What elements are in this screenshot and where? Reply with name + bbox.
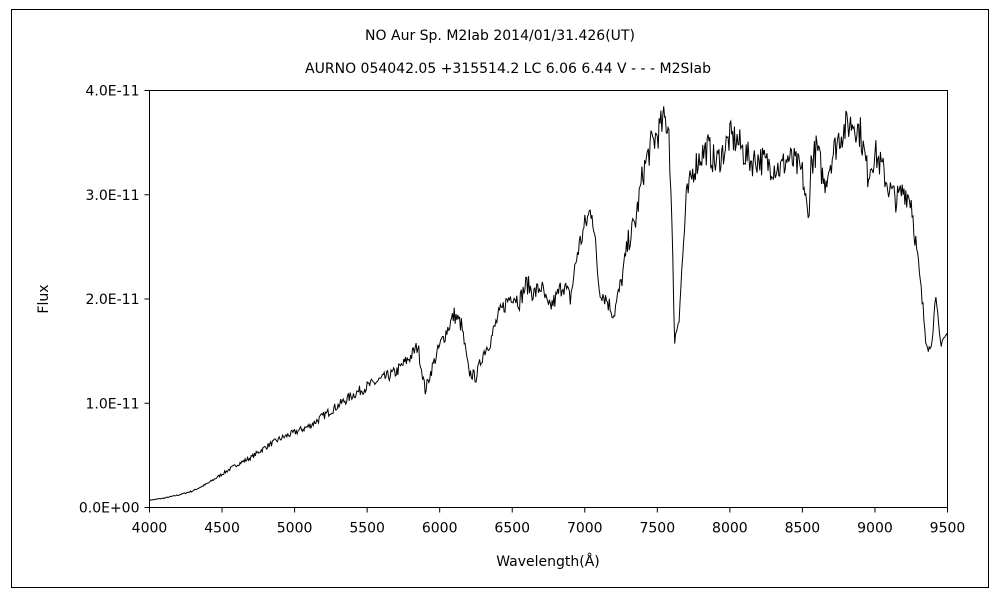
y-tick-label: 3.0E-11 (86, 188, 140, 204)
x-axis: 4000 4500 5000 5500 6000 6500 7000 7500 8000 8500… (132, 507, 966, 537)
y-axis: 0.0E+00 1.0E-11 2.0E-11 3.0E-11 4.0E-11 (79, 84, 150, 517)
spectrum-chart: NO Aur Sp. M2Iab 2014/01/31.426(UT) AURN… (36, 28, 966, 570)
chart-subtitle: AURNO 054042.05 +315514.2 LC 6.06 6.44 V… (305, 61, 711, 77)
x-tick-label: 8500 (785, 521, 821, 537)
y-axis-label: Flux (36, 284, 52, 313)
x-tick-label: 8000 (712, 521, 748, 537)
x-tick-label: 9000 (857, 521, 893, 537)
chart-title: NO Aur Sp. M2Iab 2014/01/31.426(UT) (365, 28, 635, 44)
x-tick-label: 6000 (422, 521, 458, 537)
y-tick-label: 0.0E+00 (79, 501, 140, 517)
x-tick-label: 4500 (204, 521, 240, 537)
spectrum-line (149, 106, 948, 501)
x-tick-label: 6500 (494, 521, 530, 537)
chart-frame: NO Aur Sp. M2Iab 2014/01/31.426(UT) AURN… (11, 9, 989, 588)
y-tick-label: 4.0E-11 (86, 84, 140, 100)
x-tick-label: 9500 (930, 521, 966, 537)
x-tick-label: 5500 (349, 521, 385, 537)
y-tick-label: 1.0E-11 (86, 396, 140, 412)
series-group (149, 106, 948, 501)
plot-area (149, 90, 948, 508)
x-tick-label: 7000 (567, 521, 603, 537)
x-axis-label: Wavelength(Å) (496, 553, 600, 570)
x-tick-label: 4000 (132, 521, 168, 537)
x-tick-label: 5000 (277, 521, 313, 537)
x-tick-label: 7500 (639, 521, 675, 537)
y-tick-label: 2.0E-11 (86, 292, 140, 308)
